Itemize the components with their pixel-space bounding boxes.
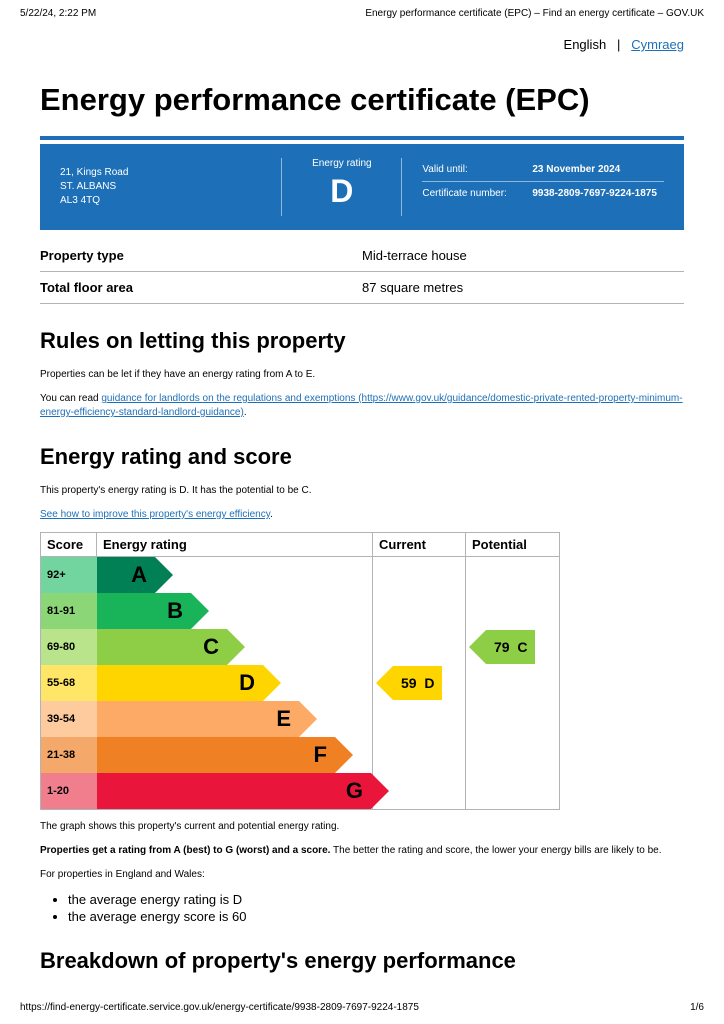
summary-address: 21, Kings Road ST. ALBANS AL3 4TQ bbox=[40, 158, 282, 216]
avg-rating-item: the average energy rating is D bbox=[68, 892, 684, 907]
band-score: 69-80 bbox=[41, 629, 97, 665]
rating-explain-bold: Properties get a rating from A (best) to… bbox=[40, 845, 330, 856]
print-timestamp: 5/22/24, 2:22 PM bbox=[20, 8, 96, 19]
band-bar: B bbox=[97, 593, 191, 629]
lang-separator: | bbox=[617, 37, 620, 52]
property-row: Property type Mid-terrace house bbox=[40, 240, 684, 272]
band-bar: D bbox=[97, 665, 263, 701]
chart-band-row: 1-20 G bbox=[41, 773, 372, 809]
chart-band-row: 55-68 D bbox=[41, 665, 372, 701]
band-bar: E bbox=[97, 701, 299, 737]
cert-number-value: 9938-2809-7697-9224-1875 bbox=[532, 188, 657, 199]
chart-header-current: Current bbox=[373, 533, 466, 556]
band-letter: A bbox=[131, 562, 147, 588]
language-switcher: English | Cymraeg bbox=[40, 27, 684, 62]
chart-header: Score Energy rating Current Potential bbox=[41, 533, 559, 557]
chart-body: 92+A81-91B69-80C55-68D39-54E21-38F1-20G … bbox=[41, 557, 559, 809]
floor-area-label: Total floor area bbox=[40, 280, 362, 295]
rating-letter: D bbox=[297, 173, 386, 210]
address-line-1: 21, Kings Road bbox=[60, 166, 261, 180]
landlord-guidance-link[interactable]: guidance for landlords on the regulation… bbox=[40, 393, 683, 418]
chart-current-column: 59 D bbox=[373, 557, 466, 809]
band-bar: C bbox=[97, 629, 227, 665]
lang-cymraeg-link[interactable]: Cymraeg bbox=[631, 37, 684, 52]
rating-heading: Energy rating and score bbox=[40, 444, 684, 470]
chart-caption: The graph shows this property's current … bbox=[40, 820, 684, 834]
address-line-3: AL3 4TQ bbox=[60, 194, 261, 208]
band-score: 81-91 bbox=[41, 593, 97, 629]
energy-rating-chart: Score Energy rating Current Potential 92… bbox=[40, 532, 560, 810]
print-footer: https://find-energy-certificate.service.… bbox=[0, 994, 724, 1021]
footer-url: https://find-energy-certificate.service.… bbox=[20, 1002, 419, 1013]
improve-efficiency-link[interactable]: See how to improve this property's energ… bbox=[40, 509, 270, 520]
rating-intro: This property's energy rating is D. It h… bbox=[40, 484, 684, 498]
summary-meta: Valid until: 23 November 2024 Certificat… bbox=[402, 158, 684, 216]
page-title: Energy performance certificate (EPC) bbox=[40, 82, 684, 118]
chart-band-row: 21-38 F bbox=[41, 737, 372, 773]
footer-page-num: 1/6 bbox=[690, 1002, 704, 1013]
band-letter: E bbox=[276, 706, 291, 732]
valid-until-label: Valid until: bbox=[422, 164, 532, 175]
band-letter: F bbox=[314, 742, 327, 768]
address-line-2: ST. ALBANS bbox=[60, 180, 261, 194]
band-score: 92+ bbox=[41, 557, 97, 593]
summary-rating: Energy rating D bbox=[282, 158, 402, 216]
band-letter: D bbox=[239, 670, 255, 696]
chart-header-rating: Energy rating bbox=[97, 533, 373, 556]
rules-p2: You can read guidance for landlords on t… bbox=[40, 392, 684, 420]
chart-bars-area: 92+ A 81-91 B 69-80 C 55-68 D 39-54 E 21-38 F 1-20 G bbox=[41, 557, 373, 809]
rules-p2-prefix: You can read bbox=[40, 393, 101, 404]
rating-explain-rest: The better the rating and score, the low… bbox=[330, 845, 661, 856]
chart-header-score: Score bbox=[41, 533, 97, 556]
lang-english: English bbox=[564, 37, 607, 52]
england-wales-intro: For properties in England and Wales: bbox=[40, 868, 684, 882]
band-bar: G bbox=[97, 773, 371, 809]
avg-score-item: the average energy score is 60 bbox=[68, 909, 684, 924]
band-letter: G bbox=[346, 778, 363, 804]
print-doc-title: Energy performance certificate (EPC) – F… bbox=[365, 8, 704, 19]
summary-box: 21, Kings Road ST. ALBANS AL3 4TQ Energy… bbox=[40, 144, 684, 230]
chart-header-potential: Potential bbox=[466, 533, 559, 556]
property-table: Property type Mid-terrace house Total fl… bbox=[40, 240, 684, 304]
rating-pointer: 79 C bbox=[486, 630, 535, 664]
rating-pointer: 59 D bbox=[393, 666, 442, 700]
chart-band-row: 92+ A bbox=[41, 557, 372, 593]
breakdown-heading: Breakdown of property's energy performan… bbox=[40, 948, 684, 974]
chart-band-row: 69-80 C bbox=[41, 629, 372, 665]
band-score: 55-68 bbox=[41, 665, 97, 701]
band-bar: A bbox=[97, 557, 155, 593]
print-header: 5/22/24, 2:22 PM Energy performance cert… bbox=[0, 0, 724, 27]
band-letter: B bbox=[167, 598, 183, 624]
floor-area-value: 87 square metres bbox=[362, 280, 684, 295]
band-score: 21-38 bbox=[41, 737, 97, 773]
chart-potential-column: 79 C bbox=[466, 557, 559, 809]
chart-band-row: 39-54 E bbox=[41, 701, 372, 737]
rules-p1: Properties can be let if they have an en… bbox=[40, 368, 684, 382]
property-type-value: Mid-terrace house bbox=[362, 248, 684, 263]
chart-band-row: 81-91 B bbox=[41, 593, 372, 629]
cert-number-label: Certificate number: bbox=[422, 188, 532, 199]
title-rule bbox=[40, 136, 684, 140]
property-type-label: Property type bbox=[40, 248, 362, 263]
rating-label: Energy rating bbox=[297, 158, 386, 169]
band-bar: F bbox=[97, 737, 335, 773]
band-score: 1-20 bbox=[41, 773, 97, 809]
band-score: 39-54 bbox=[41, 701, 97, 737]
rating-explain: Properties get a rating from A (best) to… bbox=[40, 844, 684, 858]
rules-heading: Rules on letting this property bbox=[40, 328, 684, 354]
valid-until-value: 23 November 2024 bbox=[532, 164, 620, 175]
property-row: Total floor area 87 square metres bbox=[40, 272, 684, 304]
band-letter: C bbox=[203, 634, 219, 660]
averages-list: the average energy rating is D the avera… bbox=[68, 892, 684, 924]
rules-p2-suffix: . bbox=[244, 407, 247, 418]
